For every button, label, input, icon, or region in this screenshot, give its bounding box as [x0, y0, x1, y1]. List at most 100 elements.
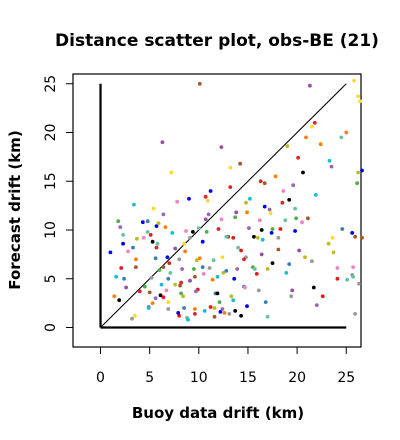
- data-point: [228, 185, 233, 190]
- data-point: [276, 235, 281, 240]
- data-point: [360, 235, 364, 240]
- data-point: [175, 199, 180, 204]
- data-point: [357, 281, 361, 286]
- data-point: [146, 306, 151, 310]
- data-point: [153, 296, 158, 301]
- data-point: [119, 266, 124, 270]
- data-point: [303, 255, 307, 260]
- x-tick-label: 10: [190, 370, 208, 386]
- data-point: [202, 309, 207, 313]
- data-point: [353, 234, 357, 239]
- data-point: [220, 255, 225, 260]
- data-point: [335, 276, 340, 281]
- data-point: [255, 235, 260, 240]
- data-point: [181, 294, 186, 299]
- data-point: [177, 313, 182, 318]
- y-tick-label: 20: [43, 124, 59, 142]
- data-point: [256, 288, 261, 293]
- data-point: [224, 234, 229, 239]
- data-point: [137, 289, 142, 294]
- y-tick-label: 0: [43, 323, 59, 332]
- data-point: [270, 261, 275, 265]
- data-point: [247, 226, 251, 231]
- data-point: [191, 230, 195, 234]
- data-point: [232, 276, 237, 281]
- data-point: [218, 310, 223, 314]
- data-point: [212, 306, 217, 310]
- data-point: [197, 81, 202, 86]
- data-point: [356, 94, 360, 99]
- data-point: [352, 78, 356, 83]
- data-point: [257, 218, 262, 223]
- data-point: [312, 120, 317, 125]
- data-point: [187, 196, 191, 201]
- y-axis-label: Forecast drift (km): [6, 130, 24, 289]
- data-point: [304, 135, 308, 140]
- data-point: [130, 316, 134, 321]
- data-point: [301, 170, 305, 175]
- data-point: [166, 276, 171, 281]
- data-point: [351, 274, 355, 279]
- data-point: [160, 140, 165, 145]
- data-point: [222, 311, 227, 315]
- data-point: [161, 265, 166, 269]
- data-point: [142, 284, 147, 289]
- data-point: [228, 165, 233, 170]
- data-point: [161, 295, 166, 300]
- data-point: [239, 248, 244, 253]
- data-point: [154, 224, 159, 229]
- data-point: [132, 202, 136, 207]
- data-point: [239, 313, 244, 318]
- data-point: [243, 285, 247, 290]
- data-point: [252, 267, 257, 271]
- data-point: [360, 168, 364, 173]
- data-point: [217, 300, 222, 304]
- data-point: [176, 311, 181, 315]
- data-point: [112, 294, 117, 299]
- data-point: [221, 271, 226, 275]
- data-point: [114, 274, 119, 279]
- data-point: [145, 219, 150, 224]
- data-point: [327, 158, 332, 163]
- data-point: [356, 170, 360, 175]
- data-point: [268, 211, 273, 216]
- x-tick-label: 15: [239, 370, 257, 386]
- data-point: [200, 265, 205, 269]
- data-point: [259, 228, 264, 232]
- data-point: [168, 271, 173, 275]
- data-point: [289, 294, 294, 299]
- data-point: [229, 294, 234, 299]
- data-point: [220, 307, 225, 311]
- data-point: [285, 144, 290, 149]
- data-point: [161, 212, 166, 217]
- x-tick-label: 25: [337, 370, 355, 386]
- data-point: [262, 204, 267, 209]
- data-point: [281, 189, 286, 193]
- data-point: [252, 234, 256, 239]
- data-point: [320, 294, 325, 299]
- data-point: [208, 305, 213, 309]
- data-point: [308, 83, 312, 88]
- data-point: [180, 267, 185, 271]
- data-point: [196, 226, 201, 231]
- data-point: [126, 249, 130, 254]
- data-point: [173, 282, 178, 287]
- data-point: [310, 124, 314, 129]
- data-point: [262, 181, 267, 186]
- data-point: [164, 288, 169, 293]
- data-point: [131, 245, 135, 250]
- data-point: [206, 212, 211, 217]
- data-point: [233, 215, 238, 220]
- data-point: [156, 221, 161, 226]
- y-tick-label: 10: [43, 221, 59, 239]
- data-point: [224, 269, 229, 273]
- data-point: [208, 189, 213, 193]
- data-point: [203, 194, 208, 199]
- data-point: [248, 196, 252, 201]
- data-point: [194, 289, 198, 294]
- data-point: [326, 241, 331, 246]
- data-point: [339, 135, 344, 140]
- x-tick-label: 0: [96, 370, 105, 386]
- data-point: [242, 257, 246, 262]
